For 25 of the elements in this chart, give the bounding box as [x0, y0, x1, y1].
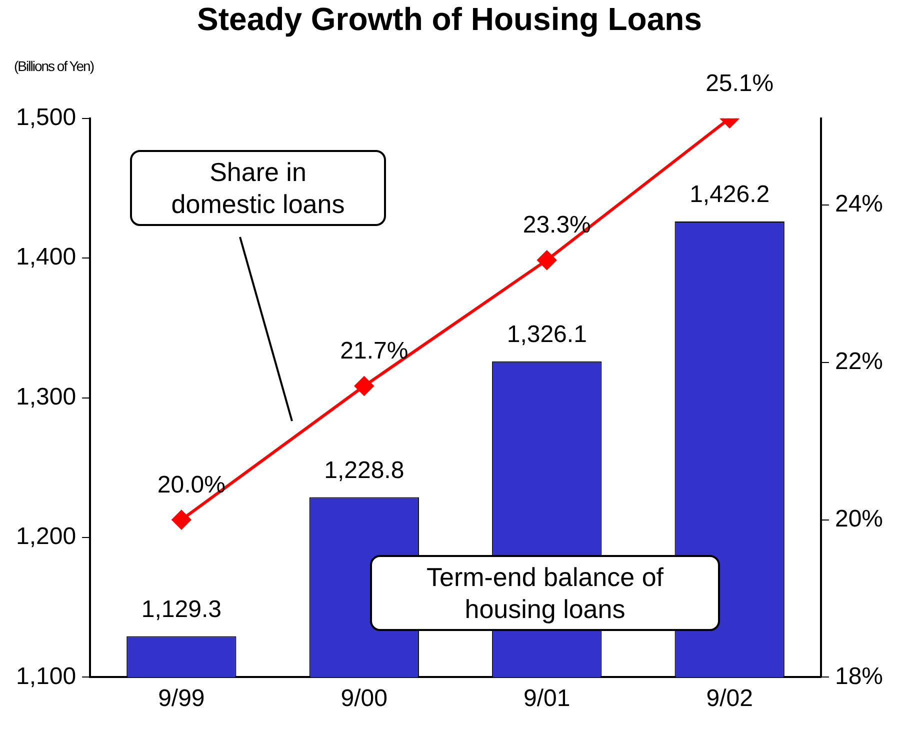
y-tick-label: 1,300 — [16, 383, 76, 410]
y2-tick-label: 24% — [834, 190, 884, 218]
y-tick-label: 1,400 — [16, 244, 76, 271]
data-label: 1,426.2 — [690, 181, 770, 208]
y-axis-title: (Billions of Yen) — [14, 58, 94, 74]
y2-tick-label: 22% — [834, 348, 884, 376]
data-label: 23.3% — [522, 212, 591, 239]
y-tick-label: 1,100 — [16, 662, 76, 690]
x-tick-label: 9/02 — [706, 685, 753, 712]
x-tick-label: 9/00 — [340, 685, 388, 712]
y-tick-label: 1,200 — [16, 523, 76, 550]
text-box: Term-end balance of housing loans — [370, 555, 720, 631]
data-label: 21.7% — [340, 338, 408, 365]
data-label: 1,326.1 — [506, 320, 587, 348]
y2-tick-label: 20% — [834, 505, 884, 532]
data-label: 1,129.3 — [141, 596, 222, 623]
x-tick-label: 9/99 — [158, 685, 205, 712]
y-tick-label: 1,500 — [16, 104, 76, 132]
y2-tick-label: 18% — [834, 662, 884, 690]
x-tick-label: 9/01 — [524, 685, 570, 712]
chart-title: Steady Growth of Housing Loans — [197, 1, 702, 38]
data-label: 25.1% — [706, 70, 774, 98]
data-label: 1,228.8 — [324, 456, 404, 484]
text-box: Share in domestic loans — [130, 150, 386, 226]
data-label: 20.0% — [157, 471, 226, 498]
